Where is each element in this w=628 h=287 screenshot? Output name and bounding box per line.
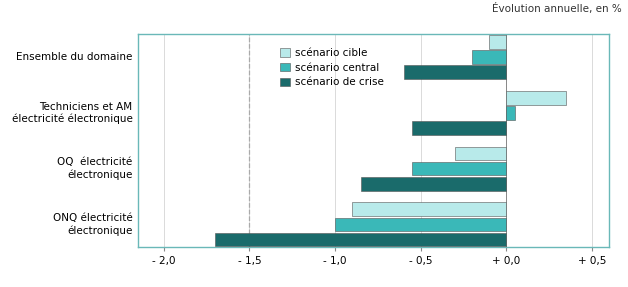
Bar — [215, 232, 506, 247]
Bar — [352, 203, 506, 216]
Bar — [361, 177, 506, 191]
Bar — [404, 65, 506, 79]
Bar — [412, 121, 506, 135]
Bar — [506, 106, 515, 120]
Bar — [472, 50, 506, 64]
Bar — [506, 91, 566, 104]
Text: Évolution annuelle, en %: Évolution annuelle, en % — [492, 3, 622, 14]
Bar — [412, 162, 506, 175]
Bar — [335, 218, 506, 231]
Bar — [489, 35, 506, 49]
Bar — [455, 147, 506, 160]
Legend: scénario cible, scénario central, scénario de crise: scénario cible, scénario central, scénar… — [278, 46, 386, 90]
